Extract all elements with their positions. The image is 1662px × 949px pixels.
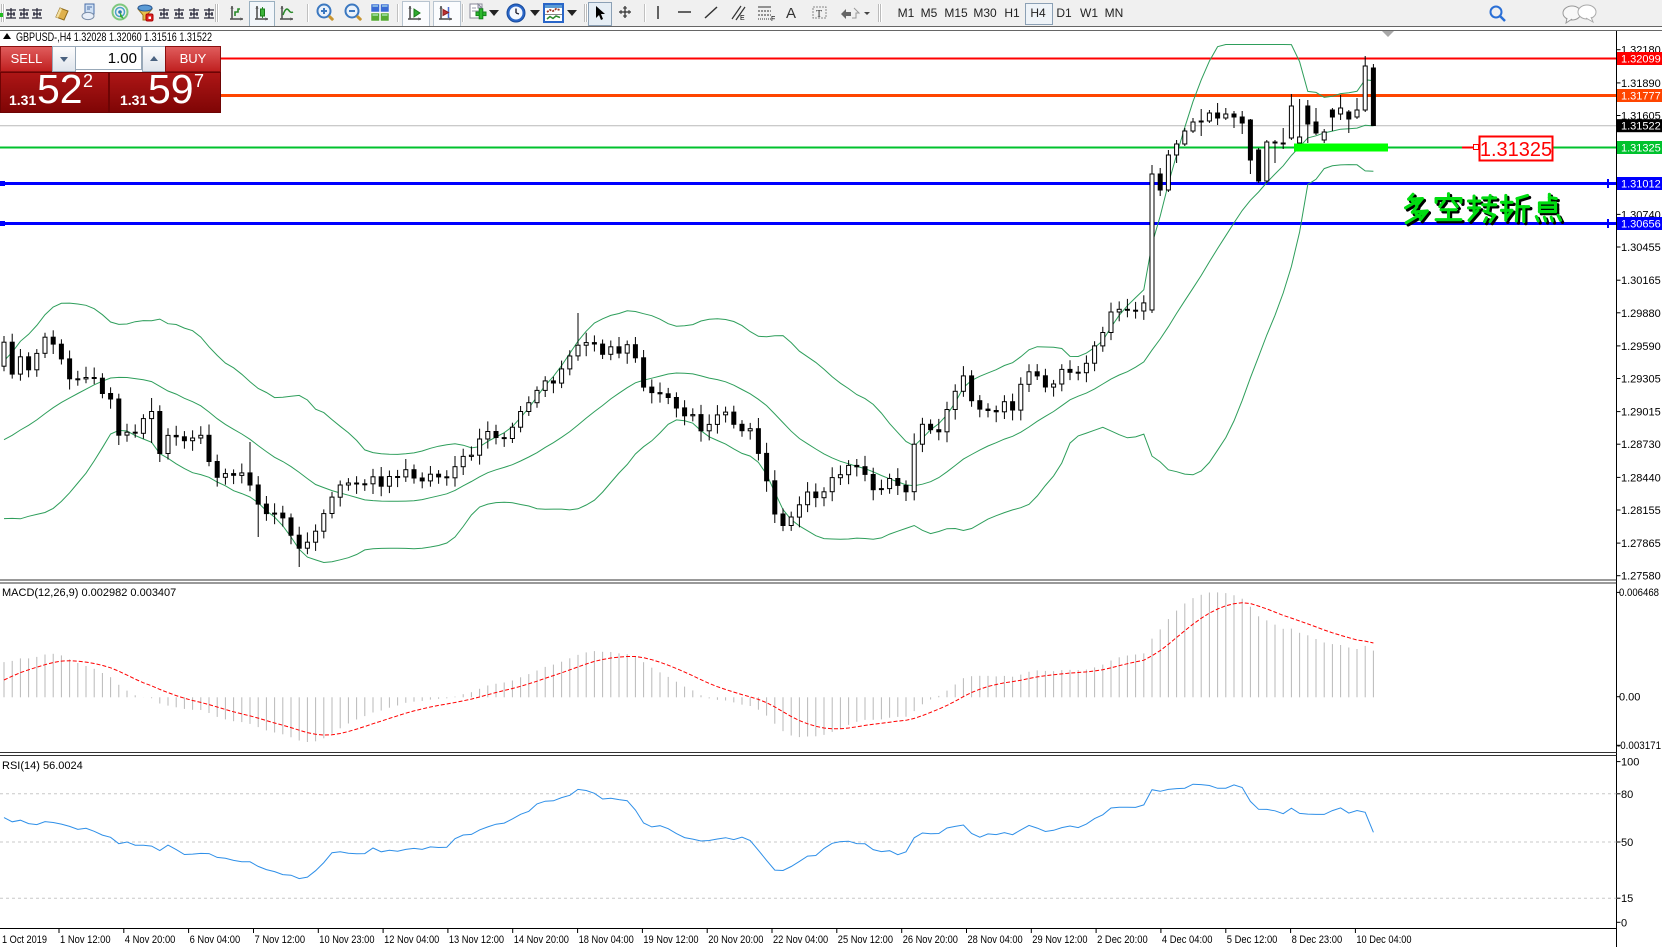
svg-text:1.31325: 1.31325	[1621, 143, 1661, 155]
svg-text:1.28440: 1.28440	[1621, 472, 1661, 484]
svg-text:1.29305: 1.29305	[1621, 374, 1661, 386]
svg-text:20 Nov 20:00: 20 Nov 20:00	[708, 934, 763, 946]
svg-text:1 Oct 2019: 1 Oct 2019	[2, 934, 47, 946]
svg-text:5 Dec 12:00: 5 Dec 12:00	[1227, 934, 1278, 946]
svg-text:2 Dec 20:00: 2 Dec 20:00	[1097, 934, 1148, 946]
svg-text:22 Nov 04:00: 22 Nov 04:00	[773, 934, 828, 946]
svg-text:MACD(12,26,9) 0.002982 0.00340: MACD(12,26,9) 0.002982 0.003407	[2, 587, 176, 599]
svg-text:-0.003171: -0.003171	[1617, 740, 1661, 752]
svg-text:1.30165: 1.30165	[1621, 275, 1661, 287]
svg-text:28 Nov 04:00: 28 Nov 04:00	[968, 934, 1023, 946]
svg-text:10 Nov 23:00: 10 Nov 23:00	[319, 934, 374, 946]
svg-text:1.31777: 1.31777	[1621, 91, 1661, 103]
svg-text:0.00: 0.00	[1619, 692, 1640, 704]
svg-text:1.30455: 1.30455	[1621, 242, 1661, 254]
svg-text:1.28730: 1.28730	[1621, 439, 1661, 451]
svg-text:80: 80	[1621, 789, 1633, 801]
svg-text:25 Nov 12:00: 25 Nov 12:00	[838, 934, 893, 946]
svg-text:1 Nov 12:00: 1 Nov 12:00	[60, 934, 111, 946]
svg-text:1.31325: 1.31325	[1480, 139, 1552, 161]
svg-text:1.27580: 1.27580	[1621, 571, 1661, 583]
svg-text:15: 15	[1621, 893, 1633, 905]
svg-text:50: 50	[1621, 837, 1633, 849]
svg-text:4 Nov 20:00: 4 Nov 20:00	[125, 934, 176, 946]
svg-text:6 Nov 04:00: 6 Nov 04:00	[190, 934, 241, 946]
svg-text:GBPUSD-,H4 1.32028 1.32060 1.: GBPUSD-,H4 1.32028 1.32060 1.31516 1.315…	[16, 30, 212, 44]
svg-text:14 Nov 20:00: 14 Nov 20:00	[514, 934, 569, 946]
svg-text:1.31890: 1.31890	[1621, 78, 1661, 90]
svg-text:18 Nov 04:00: 18 Nov 04:00	[579, 934, 634, 946]
svg-text:1.31012: 1.31012	[1621, 179, 1661, 191]
svg-text:E: E	[740, 15, 745, 22]
svg-text:19 Nov 12:00: 19 Nov 12:00	[643, 934, 698, 946]
svg-text:T: T	[816, 9, 822, 20]
svg-text:1.32099: 1.32099	[1621, 54, 1661, 66]
svg-text:1.31522: 1.31522	[1621, 121, 1661, 133]
svg-text:1.27865: 1.27865	[1621, 538, 1661, 550]
svg-text:1.30656: 1.30656	[1621, 219, 1661, 231]
svg-text:8 Dec 23:00: 8 Dec 23:00	[1292, 934, 1343, 946]
svg-text:0: 0	[1621, 917, 1627, 929]
svg-text:F: F	[771, 16, 775, 22]
svg-text:26 Nov 20:00: 26 Nov 20:00	[903, 934, 958, 946]
svg-text:1.29880: 1.29880	[1621, 308, 1661, 320]
svg-text:RSI(14) 56.0024: RSI(14) 56.0024	[2, 760, 83, 772]
svg-text:4 Dec 04:00: 4 Dec 04:00	[1162, 934, 1213, 946]
svg-text:10 Dec 04:00: 10 Dec 04:00	[1356, 934, 1411, 946]
svg-text:1.29015: 1.29015	[1621, 407, 1661, 419]
svg-text:12 Nov 04:00: 12 Nov 04:00	[384, 934, 439, 946]
svg-text:13 Nov 12:00: 13 Nov 12:00	[449, 934, 504, 946]
svg-text:29 Nov 12:00: 29 Nov 12:00	[1032, 934, 1087, 946]
svg-text:7 Nov 12:00: 7 Nov 12:00	[255, 934, 306, 946]
svg-text:1.28155: 1.28155	[1621, 505, 1661, 517]
svg-text:100: 100	[1621, 757, 1639, 769]
svg-text:0.006468: 0.006468	[1619, 587, 1659, 599]
svg-text:1.29590: 1.29590	[1621, 341, 1661, 353]
